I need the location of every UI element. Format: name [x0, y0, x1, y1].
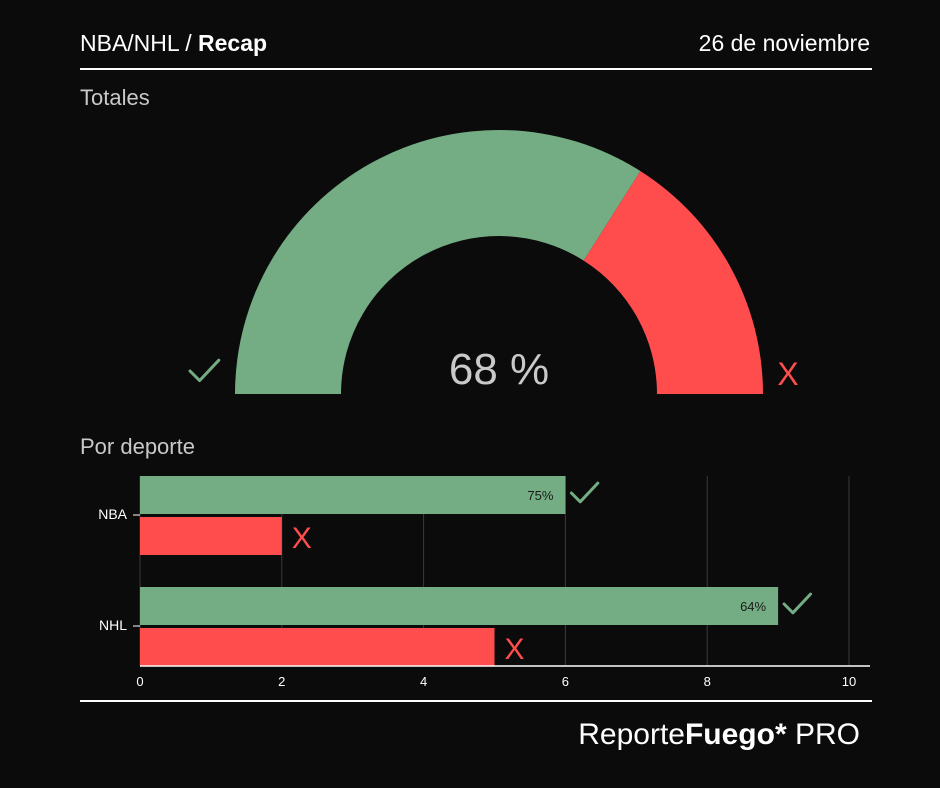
- gauge-loss-slice: [583, 171, 763, 394]
- title-separator: /: [178, 30, 199, 56]
- report-date: 26 de noviembre: [698, 30, 870, 56]
- brand-logo: ReporteFuego* PRO: [578, 718, 860, 752]
- gauge-percentage-label: 68 %: [449, 345, 549, 394]
- by-sport-bar-chart: 0 2 4 6 8 10 NBA 75% X NHL 64% X: [98, 476, 870, 689]
- recap-label: Recap: [198, 30, 268, 56]
- win-percentage-label: 75%: [527, 488, 553, 503]
- win-percentage-label: 64%: [740, 599, 766, 614]
- gauge-loss-x-label: X: [777, 356, 798, 392]
- header: NBA/NHL / Recap 26 de noviembre: [80, 30, 870, 60]
- footer-divider: [80, 700, 872, 702]
- brand-part-c: PRO: [786, 718, 860, 751]
- loss-x-label: X: [292, 522, 312, 555]
- gauge-win-slice: [235, 130, 641, 394]
- x-tick-label: 6: [562, 674, 569, 689]
- win-bar: [140, 587, 779, 625]
- by-sport-title: Por deporte: [80, 434, 195, 459]
- header-divider: [80, 68, 872, 70]
- x-tick-label: 8: [704, 674, 711, 689]
- totals-title: Totales: [80, 85, 150, 110]
- win-bar: [140, 476, 566, 514]
- league-label: NBA/NHL: [80, 30, 179, 56]
- brand-part-b: Fuego*: [684, 718, 787, 751]
- loss-bar: [140, 628, 495, 666]
- x-tick-label: 0: [136, 674, 143, 689]
- x-tick-label: 10: [842, 674, 856, 689]
- win-check-icon: [569, 481, 600, 504]
- x-tick-label: 2: [278, 674, 285, 689]
- y-category-label: NHL: [99, 617, 127, 633]
- totals-gauge-chart: 68 % X: [188, 130, 799, 394]
- brand-part-a: Reporte: [578, 718, 685, 751]
- loss-x-label: X: [505, 633, 525, 666]
- header-title: NBA/NHL / Recap: [80, 30, 267, 57]
- win-check-icon: [782, 592, 812, 615]
- x-tick-label: 4: [420, 674, 427, 689]
- loss-bar: [140, 517, 282, 555]
- gauge-check-icon: [188, 358, 221, 383]
- y-category-label: NBA: [98, 506, 127, 522]
